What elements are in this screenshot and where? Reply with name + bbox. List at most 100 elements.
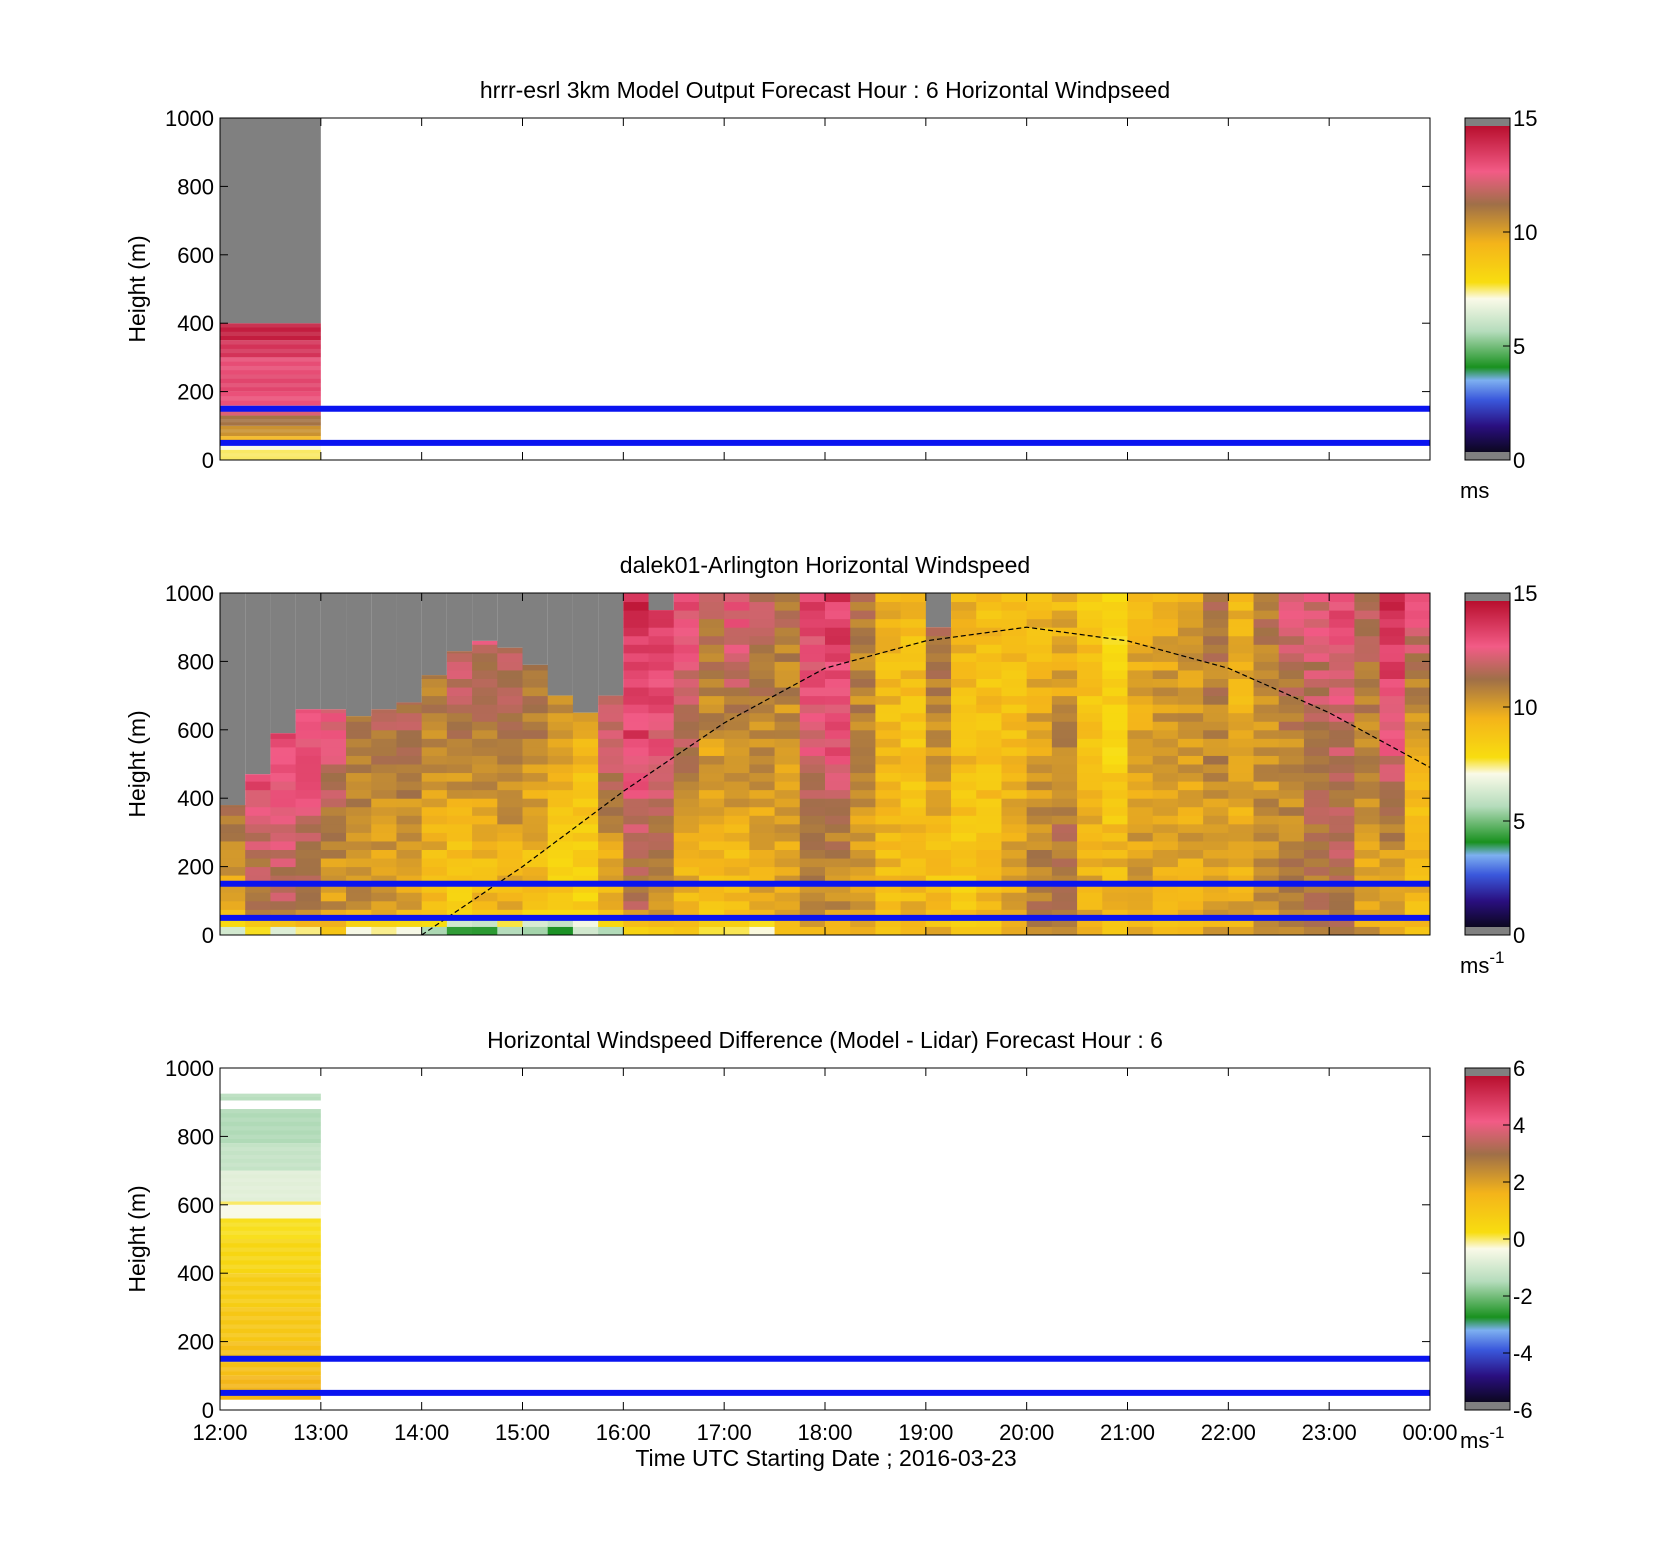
heatmap-cell <box>1077 798 1103 808</box>
heatmap-cell <box>1253 678 1280 688</box>
heatmap-cell <box>850 917 876 927</box>
heatmap-cell <box>220 1281 321 1287</box>
heatmap-cell <box>1203 772 1229 782</box>
heatmap-cell <box>825 669 851 679</box>
heatmap-cell <box>951 669 977 679</box>
heatmap-cell <box>1329 909 1355 919</box>
heatmap-cell <box>1228 883 1255 893</box>
heatmap-cell <box>799 704 826 714</box>
heatmap-cell <box>925 687 952 697</box>
heatmap-cell <box>799 644 826 654</box>
heatmap-cell <box>1177 917 1204 927</box>
heatmap-cell <box>623 618 650 628</box>
heatmap-cell <box>295 781 322 791</box>
heatmap-cell <box>1026 917 1053 927</box>
y-tick-label: 800 <box>177 649 214 674</box>
heatmap-cell <box>421 883 448 893</box>
heatmap-cell <box>1077 627 1103 637</box>
heatmap-cell <box>1379 738 1406 748</box>
heatmap-cell <box>1303 840 1330 850</box>
heatmap-cell <box>295 789 322 799</box>
heatmap-cell <box>1379 900 1406 910</box>
heatmap-cell <box>1001 858 1028 868</box>
heatmap-cell <box>1278 823 1305 833</box>
heatmap-cell <box>1102 806 1128 816</box>
heatmap-cell <box>1203 832 1229 842</box>
heatmap-cell <box>320 755 347 765</box>
heatmap-cell <box>1404 644 1431 654</box>
heatmap-cell <box>320 746 347 756</box>
heatmap-cell <box>472 712 498 722</box>
heatmap-cell <box>900 772 927 782</box>
heatmap-cell <box>648 678 675 688</box>
heatmap-cell <box>1303 772 1330 782</box>
heatmap-cell <box>522 764 549 774</box>
heatmap-cell <box>1127 789 1154 799</box>
heatmap-cell <box>1102 669 1128 679</box>
heatmap-cell <box>1379 849 1406 859</box>
heatmap-cell <box>648 712 675 722</box>
heatmap-cell <box>1026 815 1053 825</box>
heatmap-cell <box>976 849 1002 859</box>
heatmap-cell <box>421 687 448 697</box>
heatmap-cell <box>1329 746 1355 756</box>
heatmap-cell <box>1077 644 1103 654</box>
heatmap-cell <box>396 823 423 833</box>
heatmap-cell <box>1278 917 1305 927</box>
heatmap-cell <box>648 652 675 662</box>
heatmap-cell <box>673 652 700 662</box>
heatmap-cell <box>1278 781 1305 791</box>
heatmap-cell <box>1303 755 1330 765</box>
heatmap-cell <box>320 772 347 782</box>
heatmap-cell <box>976 618 1002 628</box>
heatmap-cell <box>522 772 549 782</box>
heatmap-cell <box>1354 610 1381 620</box>
heatmap-cell <box>623 883 650 893</box>
heatmap-cell <box>648 832 675 842</box>
heatmap-cell <box>648 772 675 782</box>
heatmap-cell <box>547 875 574 885</box>
heatmap-cell <box>1354 746 1381 756</box>
heatmap-cell <box>900 687 927 697</box>
heatmap-cell <box>497 832 523 842</box>
heatmap-cell <box>572 789 599 799</box>
heatmap-cell <box>396 875 423 885</box>
heatmap-cell <box>1026 695 1053 705</box>
heatmap-cell <box>875 858 902 868</box>
y-axis-label: Height (m) <box>124 710 150 817</box>
heatmap-cell <box>295 738 322 748</box>
heatmap-cell <box>1253 755 1280 765</box>
heatmap-cell <box>799 875 826 885</box>
heatmap-cell <box>421 695 448 705</box>
heatmap-cell <box>1026 593 1053 603</box>
heatmap-cell <box>421 849 448 859</box>
heatmap-cell <box>648 687 675 697</box>
heatmap-cell <box>220 1222 321 1227</box>
heatmap-cell <box>598 909 624 919</box>
heatmap-cell <box>724 729 750 739</box>
heatmap-cell <box>1152 892 1179 902</box>
heatmap-cell <box>446 806 473 816</box>
heatmap-cell <box>1051 858 1078 868</box>
heatmap-cell <box>749 926 776 936</box>
heatmap-cell <box>1077 772 1103 782</box>
heatmap-cell <box>951 704 977 714</box>
heatmap-cell <box>1253 900 1280 910</box>
heatmap-cell <box>1253 712 1280 722</box>
heatmap-cell <box>1026 704 1053 714</box>
heatmap-cell <box>799 678 826 688</box>
heatmap-cell <box>1253 806 1280 816</box>
heatmap-cell <box>900 789 927 799</box>
heatmap-cell <box>774 866 801 876</box>
heatmap-cell <box>1051 746 1078 756</box>
heatmap-cell <box>1253 704 1280 714</box>
heatmap-cell <box>1303 618 1330 628</box>
heatmap-cell <box>220 1324 321 1329</box>
y-tick-label: 200 <box>177 1330 214 1355</box>
heatmap-cell <box>346 858 372 868</box>
heatmap-cell <box>724 627 750 637</box>
heatmap-cell <box>850 926 876 936</box>
heatmap-cell <box>220 357 321 362</box>
heatmap-cell <box>1077 866 1103 876</box>
heatmap-cell <box>1404 695 1431 705</box>
